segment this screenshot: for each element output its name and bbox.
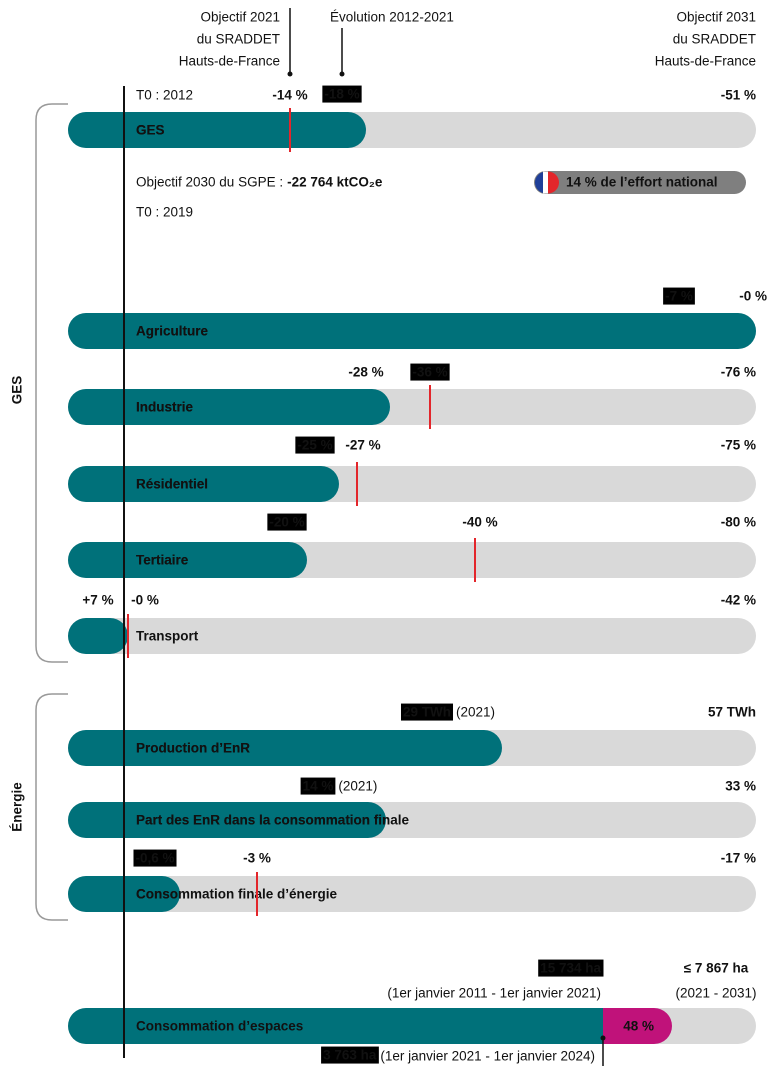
bar-fill	[68, 466, 339, 502]
label: 57 TWh	[708, 705, 756, 720]
bar-fill	[68, 618, 128, 654]
label: -22 764 ktCO₂e	[287, 175, 383, 190]
label: 33 %	[725, 779, 756, 794]
label: -3 %	[243, 851, 271, 866]
label: 14 %	[303, 779, 334, 794]
label: 14 % de l’effort national	[566, 175, 718, 190]
bar-label: Tertiaire	[136, 553, 189, 568]
label: 3 763 ha	[323, 1048, 377, 1063]
labels: Objectif 2021 Objectif 2031 du SRADDET du S…	[10, 8, 767, 1066]
bar-label: Transport	[136, 629, 199, 644]
bar-fill	[68, 542, 307, 578]
bar-label: Consommation finale d’énergie	[136, 887, 338, 902]
bar-label: Résidentiel	[136, 477, 208, 492]
label: Énergie	[10, 782, 25, 832]
label: T0 : 2019	[136, 205, 193, 220]
bar-label: Tertiaire	[136, 553, 189, 568]
highlight	[321, 1046, 379, 1064]
bar-label: Agriculture	[136, 324, 209, 339]
label: -40 %	[462, 515, 497, 530]
bars	[35, 103, 756, 1044]
bar-fill	[68, 313, 756, 349]
label: 15 734 ha	[540, 961, 601, 976]
label: -14 %	[272, 88, 307, 103]
label: Hauts-de-France	[179, 54, 280, 69]
bar-track	[68, 618, 756, 654]
label: (2021)	[456, 705, 495, 720]
label: Objectif 2021	[200, 10, 280, 25]
bar-fill	[68, 112, 366, 148]
highlight	[133, 849, 177, 867]
bar-fill	[68, 1008, 603, 1044]
bar-label: GES	[136, 123, 165, 138]
label: -75 %	[721, 438, 756, 453]
highlight	[538, 959, 604, 977]
label: -17 %	[721, 851, 756, 866]
label: -0,6 %	[135, 851, 174, 866]
group-bracket	[35, 693, 68, 921]
label: ≤ 7 867 ha	[684, 961, 749, 976]
badge	[534, 171, 746, 194]
label: -20 %	[269, 515, 304, 530]
highlight	[322, 85, 362, 103]
bar-track	[68, 876, 756, 912]
label: -36 %	[412, 365, 447, 380]
label: -18 %	[324, 87, 359, 102]
label: -0 %	[131, 593, 159, 608]
label: -51 %	[721, 88, 756, 103]
bar-label: Agriculture	[136, 324, 209, 339]
label: Consommation d’espaces	[136, 1019, 303, 1034]
bar-label: GES	[136, 123, 165, 138]
flag-red	[548, 171, 559, 194]
label: -76 %	[721, 365, 756, 380]
highlight	[295, 436, 335, 454]
pointer-dot	[339, 71, 345, 77]
bar-label: Industrie	[136, 400, 193, 415]
highlight	[400, 703, 454, 721]
highlight	[410, 363, 450, 381]
label: -0 %	[739, 289, 767, 304]
pointer-dot	[287, 71, 293, 77]
label: Hauts-de-France	[655, 54, 756, 69]
bar-label: Consommation finale d’énergie	[136, 887, 338, 902]
bar-fill	[68, 730, 502, 766]
label: (1er janvier 2021 - 1er janvier 2024)	[380, 1049, 595, 1064]
bar-label: Industrie	[136, 400, 193, 415]
bar-label: Production d’EnR	[136, 741, 250, 756]
label: du SRADDET	[197, 32, 280, 47]
label: (2021 - 2031)	[675, 986, 756, 1001]
label: (1er janvier 2011 - 1er janvier 2021)	[387, 986, 601, 1001]
label: -7 %	[665, 289, 693, 304]
label: 48 %	[623, 1019, 654, 1034]
label: -25 %	[297, 438, 332, 453]
label: +7 %	[82, 593, 113, 608]
label: -28 %	[348, 365, 383, 380]
label: -80 %	[721, 515, 756, 530]
highlight	[300, 777, 336, 795]
label: 29 TWh	[403, 705, 451, 720]
label: -42 %	[721, 593, 756, 608]
label: -27 %	[345, 438, 380, 453]
bar-fill	[68, 389, 390, 425]
group-bracket	[35, 103, 68, 663]
highlight	[267, 513, 307, 531]
label: (2021)	[338, 779, 377, 794]
label: GES	[10, 376, 25, 405]
bar-label: Part des EnR dans la consommation finale	[136, 813, 410, 828]
label: Objectif 2031	[676, 10, 756, 25]
label: Évolution 2012-2021	[330, 10, 454, 25]
label: T0 : 2012	[136, 88, 193, 103]
bar-fill	[580, 1008, 603, 1044]
bar-label: Production d’EnR	[136, 741, 250, 756]
highlight	[663, 287, 695, 305]
flag-white	[543, 171, 548, 194]
bar-fill	[68, 802, 386, 838]
label: du SRADDET	[673, 32, 756, 47]
label: Objectif 2030 du SGPE :	[136, 175, 283, 190]
pointer-dot	[600, 1035, 606, 1041]
bar-label: Part des EnR dans la consommation finale	[136, 813, 410, 828]
bar-label: Résidentiel	[136, 477, 208, 492]
